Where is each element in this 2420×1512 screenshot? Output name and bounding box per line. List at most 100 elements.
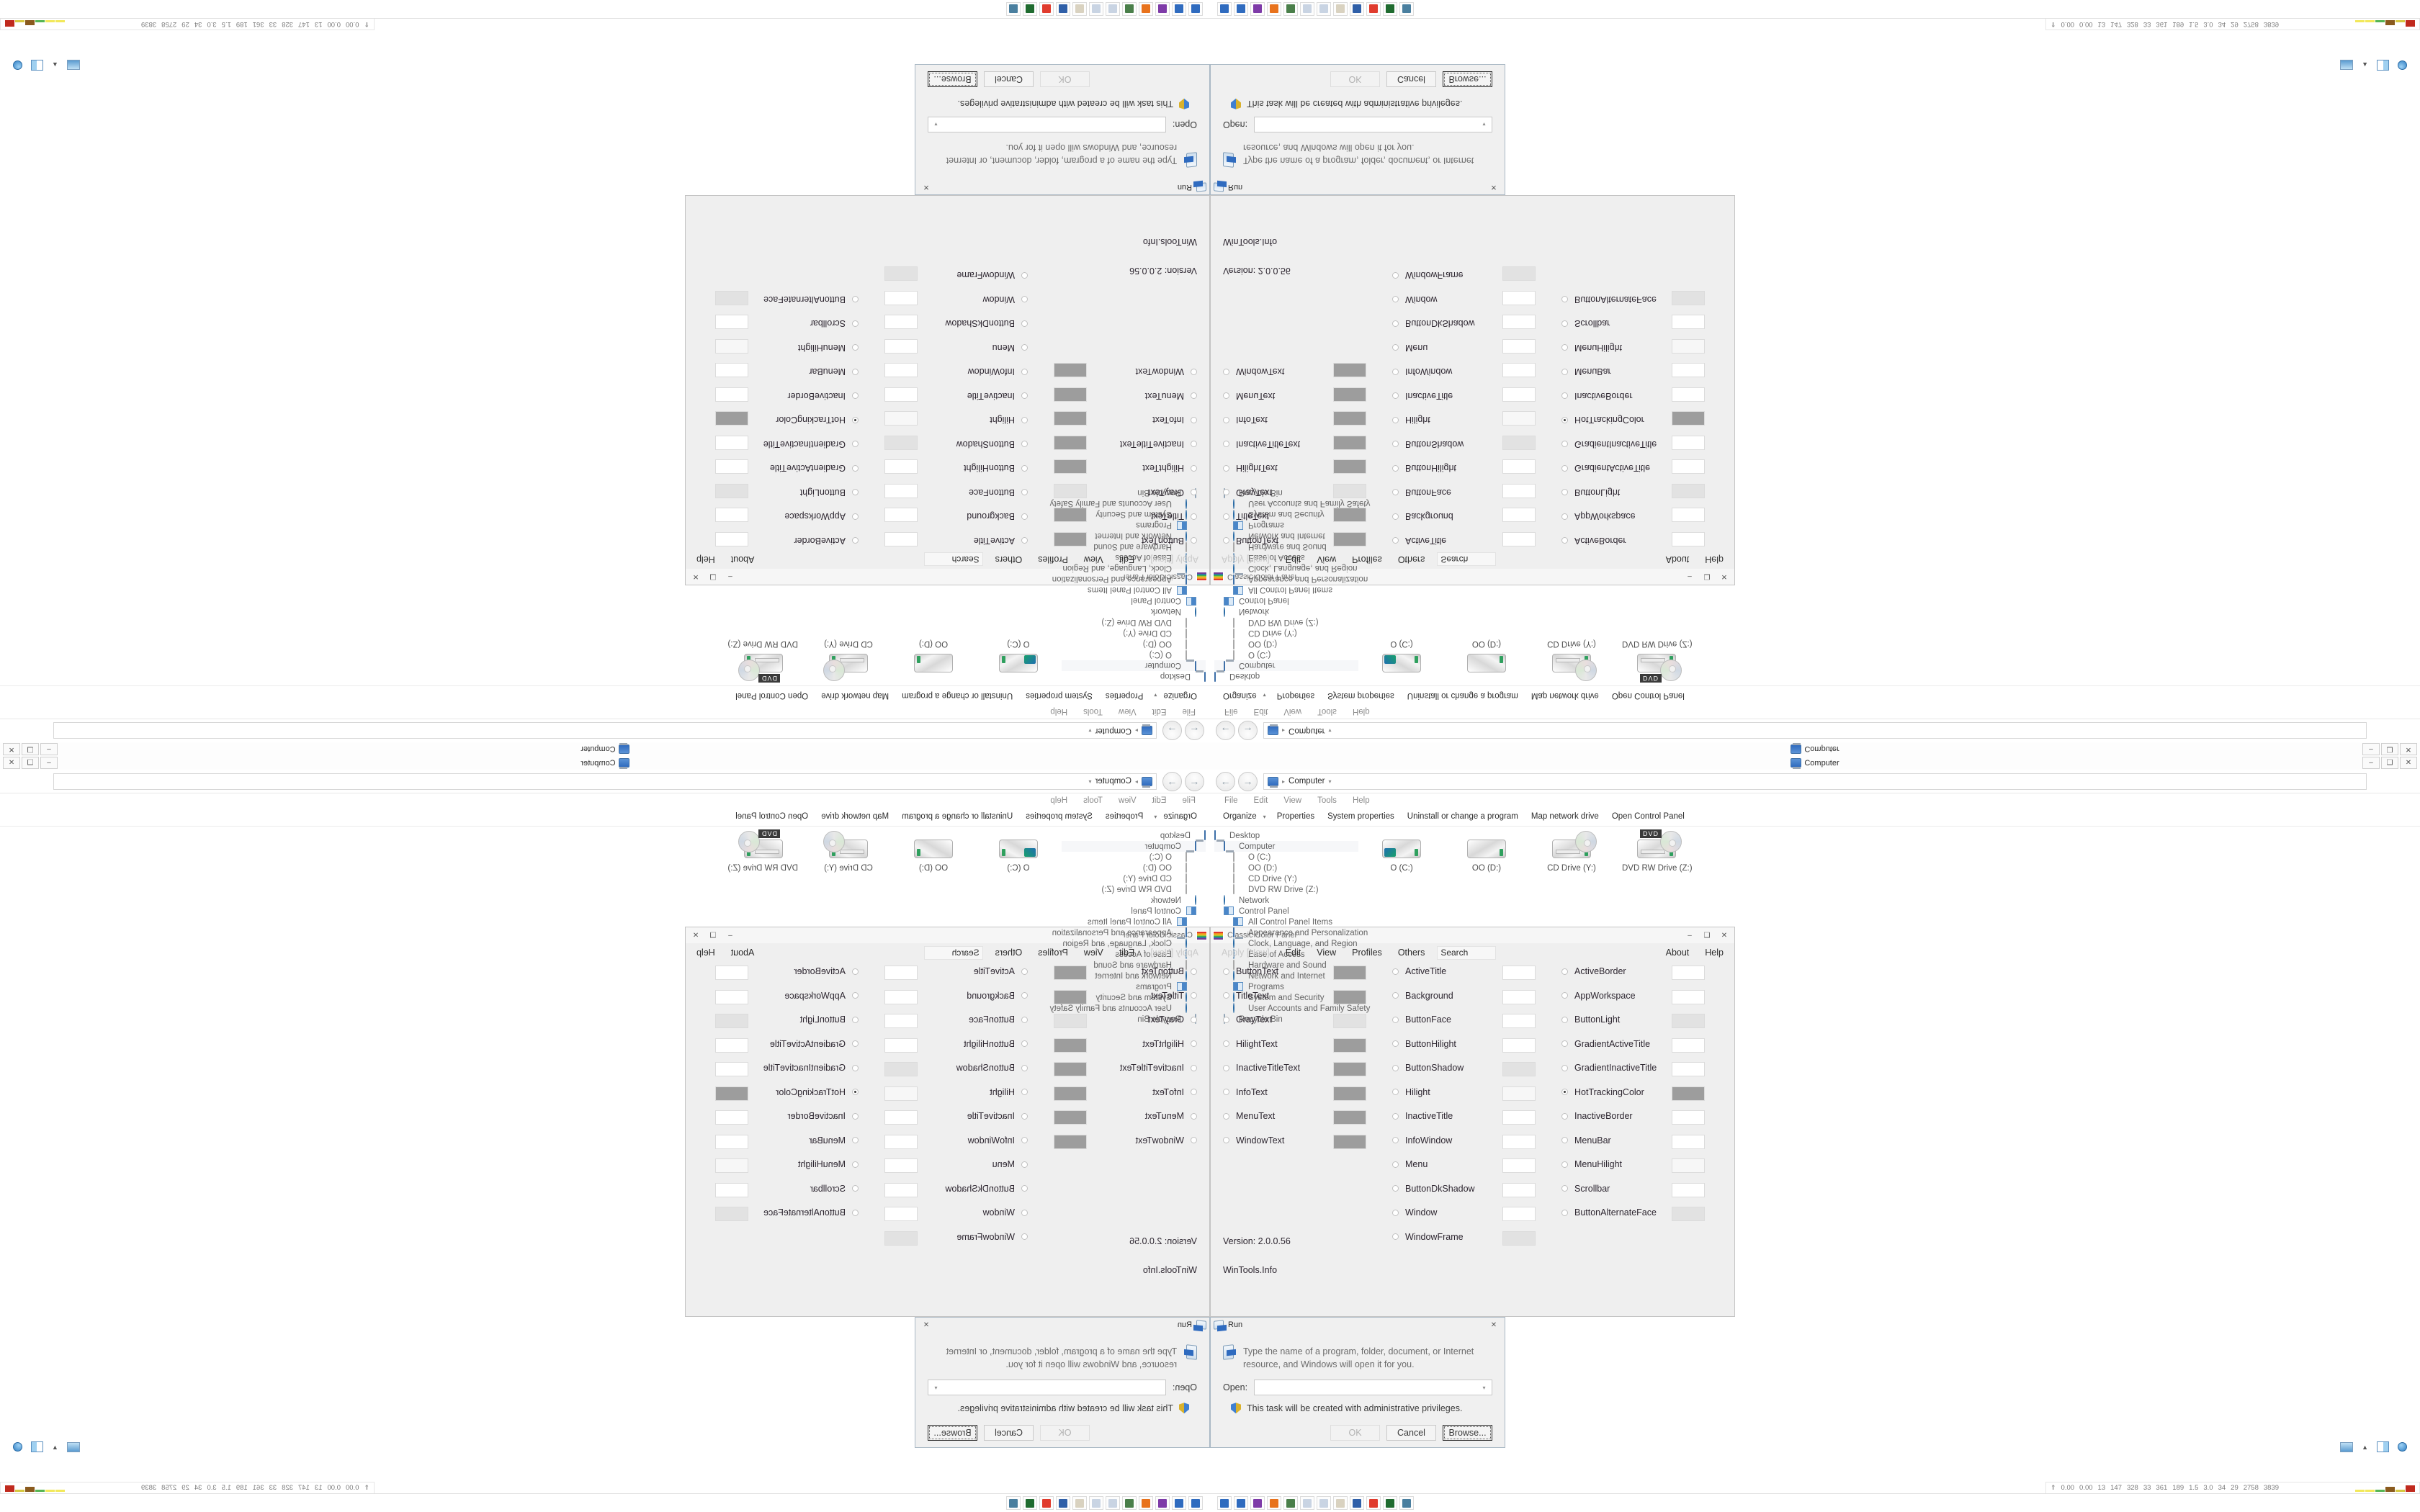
color-radio[interactable]	[1223, 369, 1229, 375]
minimize-icon[interactable]: –	[728, 931, 732, 940]
menu-edit[interactable]: Edit	[1285, 554, 1301, 564]
menu-profiles[interactable]: Profiles	[1038, 948, 1068, 958]
color-option-row[interactable]: WindowFrame	[956, 271, 1028, 281]
color-swatch[interactable]	[1333, 1110, 1366, 1125]
color-option-row[interactable]: WindowFrame	[956, 1232, 1028, 1242]
color-radio[interactable]	[1223, 992, 1229, 999]
color-option-row[interactable]: GradientActiveTitle	[770, 1039, 859, 1049]
color-radio[interactable]	[1392, 992, 1399, 999]
color-swatch[interactable]	[1333, 387, 1366, 402]
color-radio[interactable]	[1561, 537, 1568, 544]
taskbar-firefox-icon[interactable]	[1267, 1496, 1281, 1510]
minimize-icon[interactable]: –	[1688, 931, 1692, 940]
navigation-tree[interactable]: Desktop Computer O (C:) OO (D:) CD Drive (Y:…	[1050, 488, 1210, 685]
apply-now-button[interactable]: Apply [Now]	[1150, 948, 1198, 958]
view-toolbar[interactable]: ▲	[2279, 1439, 2420, 1455]
color-radio[interactable]	[1561, 1112, 1568, 1120]
minimize-icon[interactable]: –	[1688, 572, 1692, 581]
run-open-row[interactable]: Open: ▾	[915, 116, 1209, 141]
toolbar-map-network-drive[interactable]: Map network drive	[821, 812, 889, 821]
back-arrow-icon[interactable]: ←	[1216, 771, 1235, 791]
color-option-row[interactable]: ButtonLight	[1561, 1014, 1620, 1025]
close-icon[interactable]: ✕	[923, 1320, 930, 1329]
close-icon[interactable]: ✕	[692, 931, 699, 940]
color-radio[interactable]	[1021, 968, 1028, 975]
tree-item[interactable]: O (C:)	[1214, 649, 1358, 661]
color-radio[interactable]	[1561, 1185, 1568, 1192]
minimize-icon[interactable]: –	[2362, 757, 2380, 769]
taskbar-computer-icon[interactable]	[1234, 1496, 1248, 1510]
toolbar-open-control-panel[interactable]: Open Control Panel	[1611, 691, 1685, 700]
toolbar-map-network-drive[interactable]: Map network drive	[1531, 691, 1599, 700]
color-radio[interactable]	[1191, 1137, 1197, 1143]
color-option-row[interactable]: WindowText	[1136, 367, 1197, 377]
color-option-row[interactable]: Hilight	[990, 415, 1028, 426]
color-radio[interactable]	[1392, 1185, 1399, 1192]
color-option-row[interactable]: Background	[967, 991, 1028, 1001]
collapse-icon[interactable]: ▲	[2362, 1443, 2368, 1451]
color-option-row[interactable]: AppWorkspace	[1561, 991, 1636, 1001]
color-radio[interactable]	[852, 465, 859, 472]
color-swatch[interactable]	[715, 363, 748, 378]
color-radio[interactable]	[1561, 344, 1568, 351]
run-open-row[interactable]: Open: ▾	[1211, 116, 1505, 141]
color-radio[interactable]	[1191, 1089, 1197, 1095]
classic-color-panel-window[interactable]: Classic Color Panel – ❑ ✕ Apply [Now] Ed…	[685, 927, 1210, 1317]
tree-item[interactable]: All Control Panel Items	[1062, 917, 1206, 927]
chevron-down-icon[interactable]: ▾	[1482, 121, 1486, 128]
taskbar-floppy64-icon[interactable]	[1056, 2, 1070, 16]
color-radio[interactable]	[1561, 1209, 1568, 1216]
color-swatch[interactable]	[1502, 1062, 1536, 1076]
close-icon[interactable]: ✕	[1490, 1320, 1497, 1329]
info-icon[interactable]	[13, 1442, 22, 1452]
open-combobox[interactable]: ▾	[928, 1380, 1166, 1396]
cancel-button[interactable]: Cancel	[1386, 71, 1436, 87]
color-radio[interactable]	[1021, 441, 1028, 448]
menu-edit[interactable]: Edit	[1152, 707, 1167, 716]
taskbar-browser-icon[interactable]	[1155, 2, 1170, 16]
color-option-row[interactable]: ButtonDkShadow	[945, 1184, 1028, 1194]
color-swatch[interactable]	[884, 532, 918, 546]
color-option-row[interactable]: Menu	[992, 1159, 1028, 1169]
color-swatch[interactable]	[715, 966, 748, 980]
color-option-row[interactable]: GrayText	[1148, 1014, 1197, 1025]
color-swatch[interactable]	[1502, 508, 1536, 523]
color-radio[interactable]	[852, 441, 859, 448]
drive-item[interactable]: O (C:)	[1367, 831, 1436, 873]
color-option-row[interactable]: TitleText	[1151, 991, 1197, 1001]
run-buttons[interactable]: OK Cancel Browse...	[1211, 71, 1505, 99]
color-radio[interactable]	[1021, 417, 1028, 423]
color-option-row[interactable]: WindowFrame	[1392, 1232, 1464, 1242]
menu-tools[interactable]: Tools	[1317, 796, 1337, 805]
run-buttons[interactable]: OK Cancel Browse...	[915, 71, 1209, 99]
taskbar-screenshot-icon[interactable]	[1006, 2, 1021, 16]
color-radio[interactable]	[1392, 369, 1399, 375]
color-swatch[interactable]	[715, 1134, 748, 1149]
ccp-window-buttons[interactable]: – ❑ ✕	[1682, 572, 1732, 582]
color-radio[interactable]	[1223, 1089, 1229, 1095]
color-swatch[interactable]	[1672, 1014, 1705, 1028]
color-radio[interactable]	[1191, 1040, 1197, 1047]
color-option-row[interactable]: ButtonDkShadow	[945, 319, 1028, 329]
toolbar-open-control-panel[interactable]: Open Control Panel	[735, 812, 809, 821]
tree-item[interactable]: CD Drive (Y:)	[1062, 628, 1206, 639]
color-option-row[interactable]: InactiveTitle	[967, 391, 1028, 401]
tree-item[interactable]: Computer	[1214, 840, 1358, 852]
taskbar-screenshot-icon[interactable]	[1006, 1496, 1021, 1510]
chevron-down-icon[interactable]: ▾	[1154, 813, 1157, 820]
drive-list[interactable]: O (C:) OO (D:) CD Drive (Y:) DVD DVD RW Driv…	[0, 829, 1062, 873]
color-option-row[interactable]: MenuText	[1223, 391, 1275, 401]
system-monitor-bar[interactable]: ⇑ 0.00 0.00 13 147 328 33 361 189 1.5 3.0 34 29 2758…	[2045, 1482, 2420, 1494]
color-radio[interactable]	[1223, 1064, 1229, 1071]
color-option-row[interactable]: ButtonShadow	[1392, 439, 1464, 449]
color-option-row[interactable]: HotTrackingColor	[1561, 1087, 1644, 1097]
color-radio[interactable]	[852, 392, 859, 400]
tree-item[interactable]: Desktop	[1062, 671, 1206, 683]
color-option-row[interactable]: InactiveTitleText	[1120, 439, 1197, 449]
color-radio[interactable]	[1191, 465, 1197, 472]
color-radio[interactable]	[1561, 992, 1568, 999]
color-radio[interactable]	[1561, 968, 1568, 975]
close-icon[interactable]: ✕	[923, 183, 930, 192]
drive-list[interactable]: O (C:) OO (D:) CD Drive (Y:) DVD DVD RW Driv…	[0, 639, 1062, 683]
chevron-down-icon[interactable]: ▾	[1088, 727, 1092, 734]
